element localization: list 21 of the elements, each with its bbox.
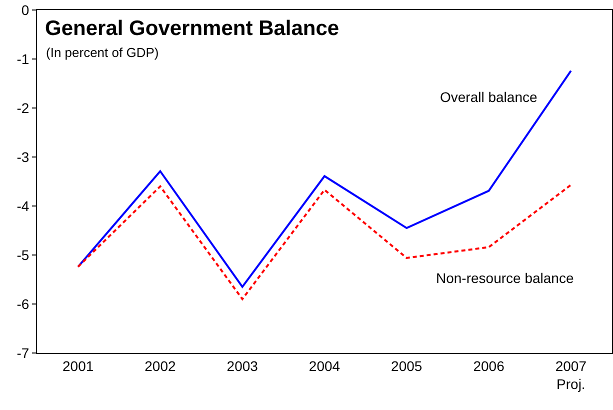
x-tick-label: 2003 bbox=[226, 358, 258, 374]
text: (In percent of GDP) bbox=[46, 45, 159, 60]
y-tick-label: -6 bbox=[16, 296, 30, 312]
y-tick-label: -5 bbox=[16, 246, 30, 263]
y-tick-label: -2 bbox=[16, 100, 30, 116]
x-tick-label: 2002 bbox=[144, 358, 176, 374]
y-tick-label: -7 bbox=[16, 344, 30, 361]
line-series bbox=[77, 70, 572, 288]
chart-title: General Government Balance bbox=[45, 17, 340, 40]
x-tick-label: 2004 bbox=[308, 358, 340, 374]
y-tick-label: -1 bbox=[16, 50, 30, 67]
x-tick-label: 2001 bbox=[62, 358, 94, 374]
line-series bbox=[77, 184, 572, 300]
x-tick-label: 2005 bbox=[391, 358, 422, 374]
y-tick-label: 0 bbox=[21, 2, 30, 18]
y-tick-label: -4 bbox=[16, 198, 30, 214]
x-tick-label: 2006 bbox=[473, 358, 505, 374]
series-label: Overall balance bbox=[440, 89, 538, 105]
x-tick-label: 2007 Proj. bbox=[555, 358, 587, 392]
series-label: Non-resource balance bbox=[436, 270, 574, 286]
y-tick-label: -3 bbox=[16, 148, 30, 165]
